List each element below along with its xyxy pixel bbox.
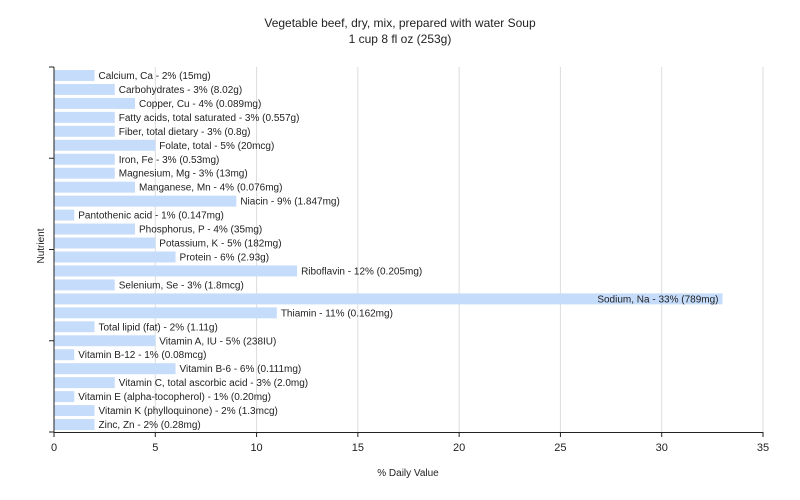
bar (54, 307, 277, 319)
bar (54, 419, 95, 430)
bar-label: Fiber, total dietary - 3% (0.8g) (119, 127, 251, 138)
bar-label: Carbohydrates - 3% (8.02g) (119, 85, 242, 96)
bar-label: Total lipid (fat) - 2% (1.11g) (99, 322, 218, 333)
bar (54, 363, 176, 375)
y-axis-title: Nutrient (36, 228, 47, 263)
bar (54, 251, 176, 263)
bar-label: Fatty acids, total saturated - 3% (0.557… (119, 113, 300, 124)
bar (54, 405, 95, 417)
bar (54, 377, 115, 389)
bar-label: Vitamin B-12 - 1% (0.08mcg) (78, 350, 206, 361)
bar-label: Copper, Cu - 4% (0.089mg) (139, 99, 261, 110)
axes-group: 0 5 10 15 20 25 30 35 (49, 66, 769, 454)
bar-label: Iron, Fe - 3% (0.53mg) (119, 155, 220, 166)
bar (54, 335, 156, 347)
bar-label: Calcium, Ca - 2% (15mg) (99, 71, 211, 82)
chart-title-block: Vegetable beef, dry, mix, prepared with … (0, 15, 800, 47)
bar-label: Folate, total - 5% (20mcg) (159, 141, 274, 152)
x-tick-label: 30 (656, 442, 668, 454)
bar (54, 181, 136, 193)
x-tick-label: 5 (152, 442, 158, 454)
bar-label: Zinc, Zn - 2% (0.28mg) (99, 420, 201, 431)
bar-label: Thiamin - 11% (0.162mg) (281, 308, 393, 319)
bar-label: Vitamin C, total ascorbic acid - 3% (2.0… (119, 378, 308, 389)
bar (54, 153, 115, 165)
bar (54, 349, 75, 361)
bar (54, 195, 237, 207)
bar-label: Vitamin E (alpha-tocopherol) - 1% (0.20m… (78, 392, 271, 403)
bar (54, 391, 75, 403)
bar-label: Phosphorus, P - 4% (35mg) (139, 225, 262, 236)
bar-label: Riboflavin - 12% (0.205mg) (301, 266, 422, 277)
bar-label: Pantothenic acid - 1% (0.147mg) (78, 211, 224, 222)
bar (54, 139, 156, 151)
chart-title: Vegetable beef, dry, mix, prepared with … (264, 16, 536, 30)
bar-label: Protein - 6% (2.93g) (180, 252, 269, 263)
bar (54, 125, 115, 137)
bar-label: Vitamin A, IU - 5% (238IU) (159, 336, 276, 347)
chart-subtitle: 1 cup 8 fl oz (253g) (348, 32, 452, 46)
bar (54, 97, 136, 109)
bar (54, 70, 95, 81)
bar-label: Magnesium, Mg - 3% (13mg) (119, 169, 248, 180)
bar (54, 237, 156, 249)
bar-label: Manganese, Mn - 4% (0.076mg) (139, 183, 282, 194)
bar-label: Selenium, Se - 3% (1.8mcg) (119, 280, 244, 291)
x-tick-label: 25 (554, 442, 566, 454)
x-tick-label: 0 (51, 442, 57, 454)
bar-label: Vitamin B-6 - 6% (0.111mg) (180, 364, 302, 375)
bar-label: Vitamin K (phylloquinone) - 2% (1.3mcg) (99, 406, 278, 417)
bar (54, 265, 298, 277)
bar (54, 167, 115, 179)
bars-group: Calcium, Ca - 2% (15mg) Carbohydrates - 3… (54, 70, 723, 431)
x-tick-label: 15 (352, 442, 364, 454)
bar (54, 321, 95, 333)
x-tick-label: 10 (250, 442, 262, 454)
bar-label: Sodium, Na - 33% (789mg) (597, 294, 718, 305)
bar (54, 279, 115, 291)
bar-label: Potassium, K - 5% (182mg) (159, 239, 281, 250)
bar (54, 83, 115, 95)
x-axis-title: % Daily Value (377, 468, 439, 479)
bar (54, 111, 115, 123)
x-tick-label: 20 (453, 442, 465, 454)
bar (54, 223, 136, 235)
bar (54, 293, 723, 305)
x-tick-label: 35 (757, 442, 769, 454)
bar-label: Niacin - 9% (1.847mg) (240, 197, 339, 208)
bar (54, 209, 75, 221)
